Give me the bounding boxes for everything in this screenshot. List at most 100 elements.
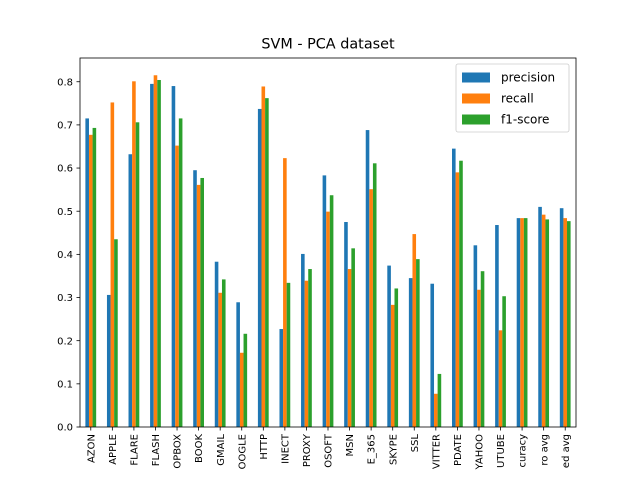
bars-group	[85, 75, 571, 428]
legend-label-recall: recall	[501, 92, 534, 106]
x-tick-label: YAHOO	[475, 434, 486, 471]
x-tick-label: E_365	[367, 434, 378, 464]
y-tick-label: 0.0	[57, 423, 73, 434]
bar-precision-ro avg	[538, 206, 542, 427]
bar-f1-score-msn	[351, 248, 355, 427]
x-tick-label: SKYPE	[388, 434, 399, 465]
bar-f1-score-vitter	[437, 373, 442, 427]
bar-f1-score-e_365	[372, 163, 377, 427]
bar-precision-azon	[85, 118, 89, 428]
bar-precision-apple	[106, 294, 111, 427]
y-tick-label: 0.1	[57, 379, 73, 390]
x-tick-label: INECT	[280, 433, 291, 464]
bar-recall-osoft	[326, 211, 330, 427]
bar-recall-book	[196, 184, 201, 427]
bar-precision-pdate	[452, 148, 456, 427]
bar-precision-msn	[344, 222, 348, 427]
bar-recall-pdate	[455, 172, 460, 427]
legend-swatch-precision	[462, 72, 490, 83]
legend-label-f1-score: f1-score	[501, 113, 549, 127]
x-tick-label: GMAIL	[216, 434, 227, 466]
y-tick-label: 0.3	[57, 293, 73, 304]
x-tick-label: OSOFT	[324, 433, 335, 468]
bar-recall-flare	[132, 81, 136, 427]
legend-label-precision: precision	[501, 71, 555, 85]
bar-precision-oogle	[236, 302, 240, 427]
bar-recall-skype	[390, 304, 395, 427]
x-tick-label: curacy	[518, 434, 529, 468]
x-tick-label: AZON	[86, 434, 97, 463]
bar-recall-ed avg	[563, 218, 568, 427]
bar-recall-azon	[88, 134, 93, 427]
x-tick-label: VITTER	[431, 434, 442, 469]
bar-f1-score-pdate	[459, 160, 463, 427]
bar-f1-score-opbox	[178, 118, 183, 428]
bar-f1-score-oogle	[243, 333, 248, 427]
bar-f1-score-inect	[286, 282, 291, 427]
bar-f1-score-curacy	[523, 218, 528, 427]
legend-swatch-recall	[462, 93, 490, 104]
bar-f1-score-gmail	[221, 279, 226, 427]
bar-recall-inect	[283, 158, 287, 427]
bar-recall-yahoo	[477, 289, 481, 427]
bar-f1-score-ssl	[416, 259, 420, 427]
bar-recall-msn	[347, 269, 352, 427]
bar-precision-e_365	[365, 130, 370, 427]
bar-recall-http	[261, 86, 266, 427]
bar-precision-ssl	[408, 278, 413, 427]
y-tick-label: 0.2	[57, 336, 73, 347]
bar-precision-ed avg	[559, 208, 564, 427]
legend: precision recall f1-score	[455, 63, 570, 133]
bar-precision-osoft	[322, 175, 327, 427]
bar-precision-opbox	[171, 86, 176, 428]
y-tick-label: 0.6	[57, 164, 73, 175]
bar-precision-flash	[150, 83, 154, 427]
bar-recall-oogle	[239, 352, 244, 427]
x-tick-label: OPBOX	[173, 434, 184, 469]
bar-f1-score-apple	[114, 239, 118, 427]
x-tick-label: ed avg	[561, 434, 572, 468]
x-tick-label: FLASH	[151, 434, 162, 466]
bar-precision-book	[193, 170, 197, 427]
x-tick-label: APPLE	[108, 434, 119, 465]
y-tick-label: 0.7	[57, 120, 73, 131]
x-tick-label: OOGLE	[237, 434, 248, 469]
bar-f1-score-utube	[502, 296, 506, 427]
x-tick-label: MSN	[345, 434, 356, 456]
y-tick-label: 0.4	[57, 250, 73, 261]
bar-f1-score-skype	[394, 288, 399, 427]
bar-recall-proxy	[304, 280, 309, 427]
x-tick-label: ro avg	[539, 434, 550, 466]
bar-recall-e_365	[369, 189, 373, 427]
bar-f1-score-proxy	[308, 269, 312, 427]
bar-recall-flash	[153, 75, 158, 427]
bar-precision-inect	[279, 329, 284, 427]
x-tick-label: SSL	[410, 434, 421, 453]
y-tick-label: 0.5	[57, 207, 73, 218]
bar-f1-score-flare	[135, 122, 140, 427]
x-tick-label: PDATE	[453, 434, 464, 466]
x-tick-label: PROXY	[302, 433, 313, 467]
bar-precision-proxy	[301, 253, 305, 427]
bar-precision-vitter	[430, 283, 435, 427]
bar-precision-flare	[128, 154, 133, 428]
x-tick-label: BOOK	[194, 434, 205, 463]
bar-precision-curacy	[516, 218, 521, 427]
legend-swatch-f1-score	[462, 114, 490, 125]
bar-recall-apple	[110, 102, 115, 427]
bar-f1-score-osoft	[329, 195, 334, 427]
bar-recall-curacy	[520, 218, 524, 427]
bar-recall-opbox	[175, 145, 179, 428]
x-tick-label: FLARE	[130, 434, 141, 466]
bar-f1-score-ed avg	[567, 221, 571, 427]
bar-f1-score-azon	[92, 127, 97, 428]
bar-f1-score-flash	[157, 80, 161, 427]
bar-recall-vitter	[434, 393, 438, 427]
bar-precision-http	[257, 108, 262, 428]
bar-f1-score-book	[200, 177, 204, 427]
axes-group: 0.0 0.1 0.2 0.3 0.4 0.5 0.6 0.7 0.8 AZON APPLE FLAR…	[57, 57, 577, 471]
bar-precision-yahoo	[473, 245, 478, 427]
bar-precision-gmail	[214, 261, 219, 427]
bar-f1-score-yahoo	[480, 271, 485, 427]
